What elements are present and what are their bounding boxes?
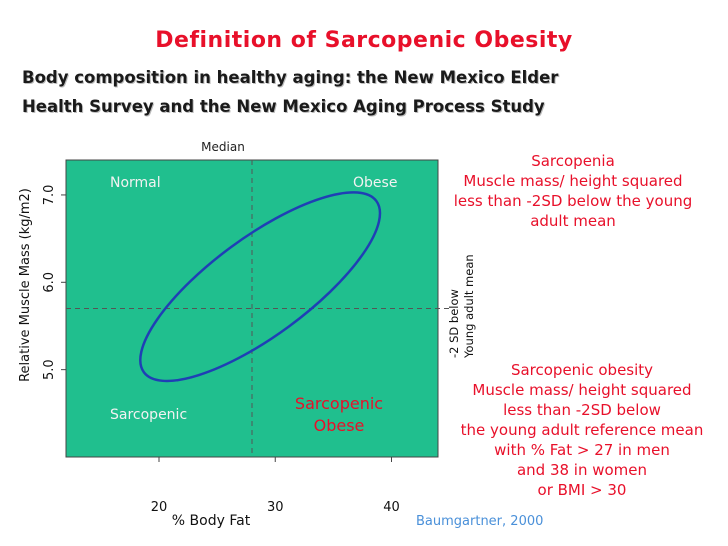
obesity-def-line: and 38 in women bbox=[516, 461, 648, 479]
y-axis-label: Relative Muscle Mass (kg/m2) bbox=[18, 188, 33, 382]
subtitle-line-2: Health Survey and the New Mexico Aging P… bbox=[22, 97, 545, 116]
obesity-def-line: Muscle mass/ height squared bbox=[472, 381, 692, 399]
data-ellipse bbox=[139, 191, 382, 383]
sarcopenia-def-line: Sarcopenia bbox=[531, 152, 615, 170]
obesity-def-line: Sarcopenic obesity bbox=[510, 361, 654, 379]
y-tick-label: 5.0 bbox=[42, 359, 57, 380]
sarcopenia-def-line: Muscle mass/ height squared bbox=[463, 172, 683, 190]
y-tick-label: 7.0 bbox=[42, 185, 57, 206]
obesity-def-line: less than -2SD below bbox=[503, 401, 661, 419]
obesity-def-line: or BMI > 30 bbox=[537, 481, 627, 499]
sarcopenic-obesity-definition: Sarcopenic obesity Muscle mass/ height s… bbox=[440, 360, 724, 500]
threshold-label-1: -2 SD below bbox=[447, 289, 461, 358]
sarcopenia-def-line: less than -2SD below the young bbox=[453, 192, 693, 210]
y-tick-label: 6.0 bbox=[42, 272, 57, 293]
x-axis-label: % Body Fat bbox=[172, 513, 251, 529]
quadrant-label-sarcopenic: Sarcopenic bbox=[110, 407, 187, 423]
citation: Baumgartner, 2000 bbox=[416, 514, 544, 529]
median-label: Median bbox=[201, 140, 245, 154]
quadrant-label-normal: Normal bbox=[110, 175, 161, 191]
quadrant-label-obese: Obese bbox=[353, 175, 397, 191]
sarcopenia-definition: Sarcopenia Muscle mass/ height squared l… bbox=[426, 151, 720, 231]
x-tick-label: 20 bbox=[151, 500, 168, 515]
obesity-def-line: with % Fat > 27 in men bbox=[494, 441, 670, 459]
quadrant-label-sarcopenic-obese-2: Obese bbox=[314, 416, 365, 435]
threshold-label-2: Young adult mean bbox=[462, 254, 476, 359]
subtitle-line-1: Body composition in healthy aging: the N… bbox=[22, 68, 559, 87]
sarcopenia-def-line: adult mean bbox=[530, 212, 616, 230]
quadrant-label-sarcopenic-obese-1: Sarcopenic bbox=[295, 394, 383, 413]
x-tick-label: 40 bbox=[383, 500, 400, 515]
x-tick-label: 30 bbox=[267, 500, 284, 515]
slide-title: Definition of Sarcopenic Obesity bbox=[155, 28, 573, 53]
axis-ticks: 20 30 40 5.0 6.0 7.0 bbox=[42, 185, 400, 515]
obesity-def-line: the young adult reference mean bbox=[460, 421, 704, 439]
